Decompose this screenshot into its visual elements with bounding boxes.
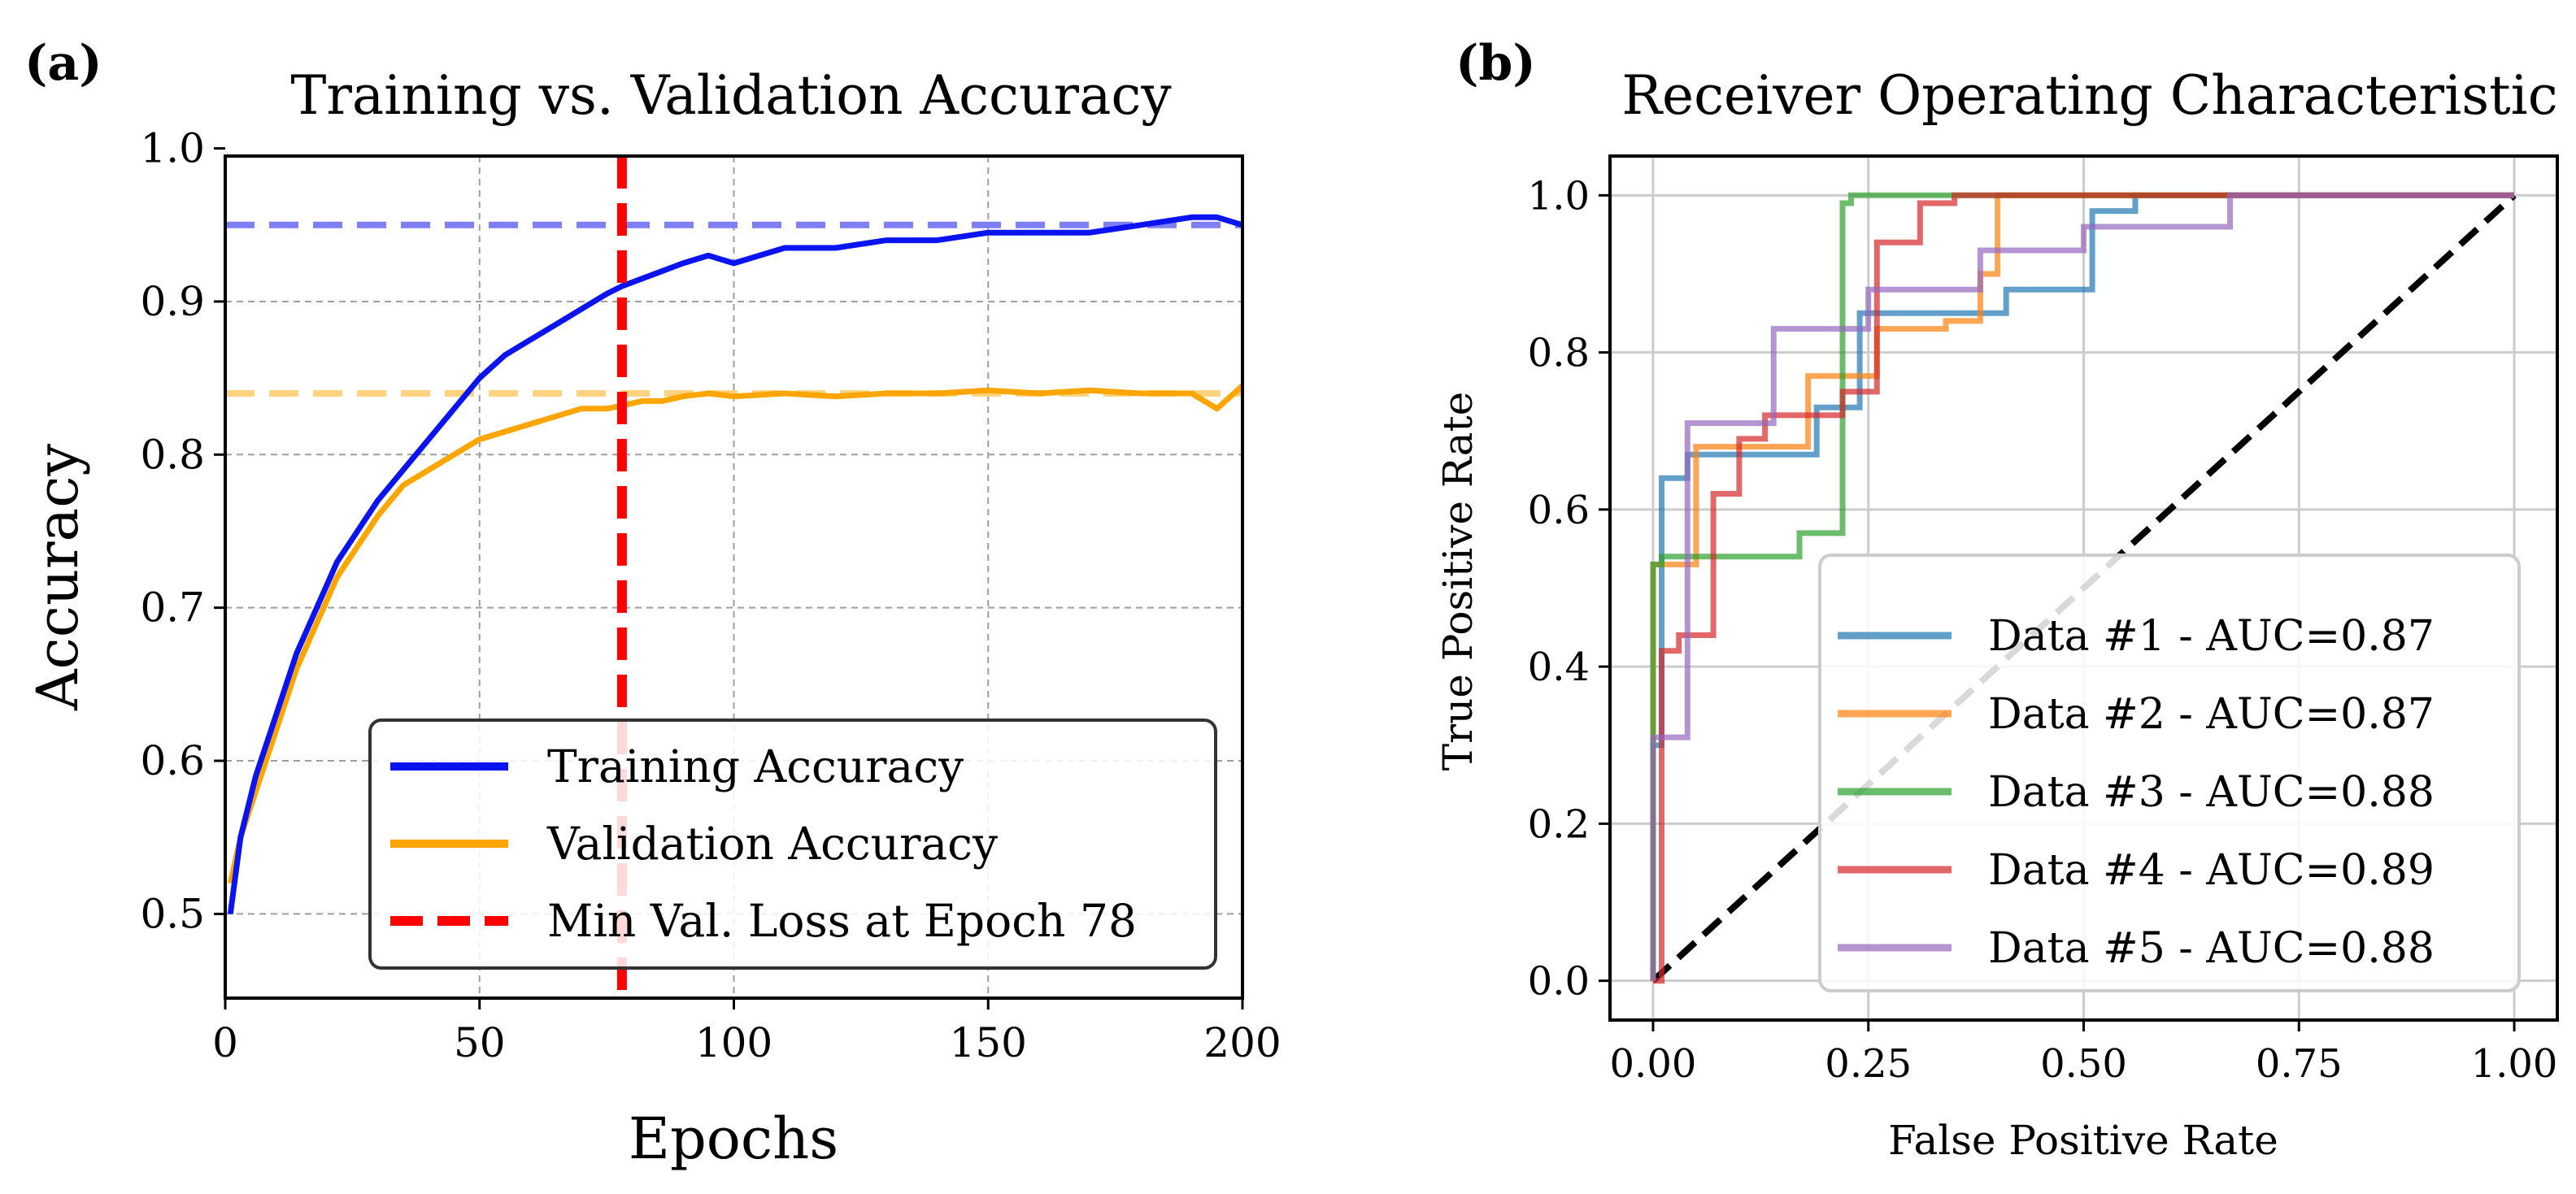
y-tick-label: 0.9 bbox=[140, 278, 205, 325]
panel-a-legend-frame bbox=[368, 719, 1217, 970]
y-tick-label: 0.8 bbox=[1528, 331, 1590, 376]
x-tick-label: 0.75 bbox=[2256, 1041, 2343, 1087]
x-tick-label: 0.50 bbox=[2040, 1041, 2127, 1087]
y-tick-label: 0.4 bbox=[1528, 645, 1590, 690]
y-tick-label: 0.6 bbox=[140, 737, 205, 784]
panel-b-x-axis-label: False Positive Rate bbox=[1888, 1117, 2278, 1164]
legend-label-validation: Validation Accuracy bbox=[546, 818, 998, 870]
roc-curve-data-3 bbox=[1650, 192, 2514, 981]
panel-b-title: Receiver Operating Characteristic bbox=[1621, 64, 2557, 127]
panel-a-x-ticks: 0 50 100 150 200 bbox=[212, 998, 1281, 1066]
roc-curve-data-5 bbox=[1650, 192, 2514, 981]
x-tick-label: 0.25 bbox=[1825, 1041, 1912, 1087]
panel-a-y-ticks: 0.5 0.6 0.7 0.8 0.9 1.0 bbox=[140, 125, 225, 937]
legend-label-data-4: Data #4 - AUC=0.89 bbox=[1988, 846, 2435, 895]
panel-a: (a) Training vs. Validation Accuracy 0 50… bbox=[24, 35, 1281, 1172]
panel-a-series bbox=[227, 214, 1245, 914]
validation-accuracy-line bbox=[227, 383, 1245, 884]
panel-b-y-ticks: 0.0 0.2 0.4 0.6 0.8 1.0 bbox=[1528, 173, 1610, 1005]
panel-a-x-axis-label: Epochs bbox=[629, 1105, 838, 1172]
panel-a-legend: Training Accuracy Validation Accuracy Mi… bbox=[368, 719, 1217, 970]
legend-label-min-loss: Min Val. Loss at Epoch 78 bbox=[547, 895, 1137, 947]
panel-a-y-axis-label: Accuracy bbox=[24, 444, 91, 711]
y-tick-label: 0.2 bbox=[1528, 801, 1590, 847]
panel-b-legend-frame bbox=[1818, 554, 2521, 992]
panel-b-label: (b) bbox=[1456, 35, 1536, 92]
y-tick-label: 0.0 bbox=[1528, 959, 1590, 1005]
x-tick-label: 50 bbox=[454, 1019, 506, 1066]
legend-label-data-3: Data #3 - AUC=0.88 bbox=[1988, 768, 2435, 817]
x-tick-label: 200 bbox=[1203, 1019, 1281, 1066]
y-tick-label: 1.0 bbox=[1528, 173, 1590, 219]
x-tick-label: 0.00 bbox=[1610, 1041, 1697, 1087]
x-tick-label: 100 bbox=[695, 1019, 772, 1066]
x-tick-label: 150 bbox=[950, 1019, 1027, 1066]
roc-curve-data-4 bbox=[1653, 192, 2514, 984]
y-tick-label: 0.6 bbox=[1528, 488, 1590, 533]
y-tick-label: 0.8 bbox=[140, 431, 205, 478]
legend-label-training: Training Accuracy bbox=[547, 740, 964, 792]
x-tick-label: 0 bbox=[212, 1019, 238, 1066]
panel-b-y-axis-label: True Positive Rate bbox=[1434, 392, 1482, 771]
panel-a-label: (a) bbox=[24, 35, 102, 92]
panel-b-series bbox=[1650, 192, 2514, 984]
x-tick-label: 1.00 bbox=[2471, 1041, 2558, 1087]
legend-label-data-2: Data #2 - AUC=0.87 bbox=[1988, 690, 2435, 739]
panel-b-x-ticks: 0.00 0.25 0.50 0.75 1.00 bbox=[1610, 1020, 2558, 1087]
panel-b: (b) Receiver Operating Characteristic 0.… bbox=[1434, 35, 2559, 1164]
y-tick-label: 1.0 bbox=[140, 125, 205, 172]
legend-label-data-5: Data #5 - AUC=0.88 bbox=[1988, 924, 2435, 973]
y-tick-label: 0.7 bbox=[140, 584, 205, 632]
y-tick-label: 0.5 bbox=[140, 890, 205, 937]
legend-label-data-1: Data #1 - AUC=0.87 bbox=[1988, 612, 2435, 661]
panel-a-title: Training vs. Validation Accuracy bbox=[290, 64, 1172, 127]
training-accuracy-line bbox=[227, 214, 1244, 914]
panel-b-legend: Data #1 - AUC=0.87 Data #2 - AUC=0.87 Da… bbox=[1818, 554, 2521, 992]
